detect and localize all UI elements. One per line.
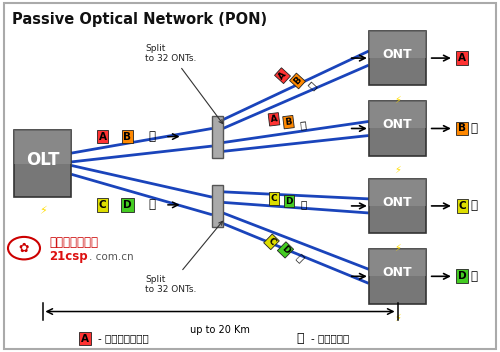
FancyBboxPatch shape	[14, 130, 72, 164]
Text: B: B	[458, 124, 466, 133]
Text: up to 20 Km: up to 20 Km	[190, 325, 250, 335]
Text: D: D	[285, 197, 293, 206]
Text: Ⓥ: Ⓥ	[148, 199, 155, 211]
Text: ✿: ✿	[19, 242, 29, 254]
Text: . com.cn: . com.cn	[89, 252, 134, 262]
Text: ONT: ONT	[382, 196, 412, 209]
Text: ⚡: ⚡	[394, 313, 401, 323]
Text: ONT: ONT	[382, 119, 412, 131]
FancyBboxPatch shape	[14, 130, 72, 197]
Text: 中国安防行业网: 中国安防行业网	[49, 237, 98, 249]
FancyBboxPatch shape	[369, 179, 426, 233]
Text: A: A	[81, 334, 89, 344]
Text: Ⓥ: Ⓥ	[306, 80, 318, 92]
FancyBboxPatch shape	[369, 31, 426, 86]
Text: Ⓥ: Ⓥ	[301, 199, 307, 209]
Text: ⚡: ⚡	[394, 242, 401, 252]
Text: ⚡: ⚡	[394, 94, 401, 105]
Text: Split
to 32 ONTs.: Split to 32 ONTs.	[145, 221, 222, 294]
Text: Ⓥ: Ⓥ	[470, 122, 477, 135]
Text: - 视频组播流: - 视频组播流	[311, 334, 349, 344]
Text: B: B	[292, 75, 303, 87]
Text: ONT: ONT	[382, 266, 412, 279]
FancyBboxPatch shape	[369, 249, 426, 303]
Text: A: A	[277, 70, 288, 81]
FancyBboxPatch shape	[369, 249, 426, 276]
Text: B: B	[284, 117, 292, 127]
Text: B: B	[124, 132, 132, 142]
FancyBboxPatch shape	[212, 185, 223, 227]
Text: D: D	[280, 244, 291, 256]
Text: Ⓥ: Ⓥ	[148, 130, 155, 143]
Text: Ⓥ: Ⓥ	[470, 270, 477, 283]
Text: ⚡: ⚡	[38, 206, 46, 216]
Text: - 数据音频单播流: - 数据音频单播流	[98, 334, 148, 344]
Text: C: C	[98, 200, 106, 210]
Text: Split
to 32 ONTs.: Split to 32 ONTs.	[145, 44, 222, 124]
Text: A: A	[98, 132, 106, 142]
Text: Passive Optical Network (PON): Passive Optical Network (PON)	[12, 12, 268, 27]
Text: D: D	[458, 271, 466, 281]
Text: A: A	[270, 114, 278, 124]
FancyBboxPatch shape	[369, 31, 426, 58]
Text: Ⓥ: Ⓥ	[300, 120, 307, 130]
FancyBboxPatch shape	[369, 101, 426, 128]
Text: A: A	[458, 53, 466, 63]
FancyBboxPatch shape	[212, 116, 223, 158]
Text: C: C	[266, 236, 277, 247]
Text: D: D	[123, 200, 132, 210]
Text: OLT: OLT	[26, 151, 60, 169]
Text: ONT: ONT	[382, 48, 412, 61]
Text: Ⓥ: Ⓥ	[296, 332, 304, 345]
Text: Ⓥ: Ⓥ	[294, 252, 306, 264]
FancyBboxPatch shape	[369, 179, 426, 206]
Text: C: C	[458, 201, 466, 211]
Text: Ⓥ: Ⓥ	[470, 200, 477, 212]
FancyBboxPatch shape	[369, 101, 426, 156]
Text: 21csp: 21csp	[49, 251, 88, 263]
Text: C: C	[270, 194, 278, 203]
Text: ⚡: ⚡	[394, 165, 401, 175]
